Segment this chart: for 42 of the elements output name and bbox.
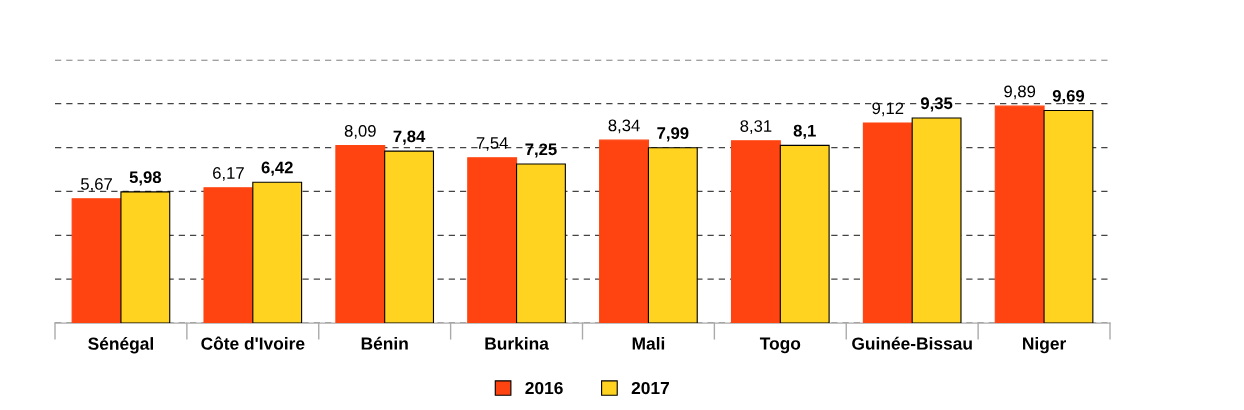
data-label: 9,12 [872, 102, 904, 117]
x-tick-label: Mali [632, 336, 665, 350]
bar [599, 139, 649, 324]
data-label: 9,69 [1052, 89, 1085, 105]
bar [994, 105, 1045, 324]
x-tick-label: Burkina [485, 336, 549, 350]
data-label: 6,17 [213, 167, 244, 181]
bar [516, 163, 566, 324]
bar [467, 157, 518, 324]
data-label: 8,1 [793, 124, 816, 139]
bar [779, 144, 830, 324]
data-label: 9,35 [920, 97, 953, 112]
data-label: 7,54 [476, 137, 508, 151]
x-tick-label: Niger [1023, 336, 1066, 354]
legend-label: 2017 [631, 381, 669, 395]
data-label: 6,42 [261, 161, 293, 176]
data-label: 8,34 [608, 119, 640, 134]
data-label: 7,99 [657, 127, 689, 142]
bar [1043, 109, 1094, 324]
data-label: 8,31 [740, 120, 772, 134]
data-label: 5,98 [129, 171, 162, 186]
bar [120, 191, 171, 324]
bar [911, 117, 962, 324]
x-tick-label: Guinée-Bissau [852, 336, 972, 350]
bar [384, 150, 435, 324]
data-label: 7,25 [525, 143, 557, 158]
x-tick-label: Bénin [361, 336, 408, 350]
data-label: 5,67 [80, 178, 112, 192]
bar [647, 147, 698, 324]
bar [252, 181, 303, 324]
x-tick-label: Togo [759, 337, 801, 354]
bar [335, 145, 386, 324]
bar [862, 122, 913, 324]
data-label: 8,09 [344, 124, 376, 139]
bar [71, 198, 122, 324]
data-label: 9,89 [1004, 85, 1036, 100]
data-label: 7,84 [393, 130, 426, 145]
legend-label: 2016 [525, 381, 563, 395]
x-tick-label: Côte d'Ivoire [201, 336, 305, 350]
bar [203, 187, 254, 324]
x-tick-label: Sénégal [88, 336, 153, 354]
bar [730, 140, 781, 324]
